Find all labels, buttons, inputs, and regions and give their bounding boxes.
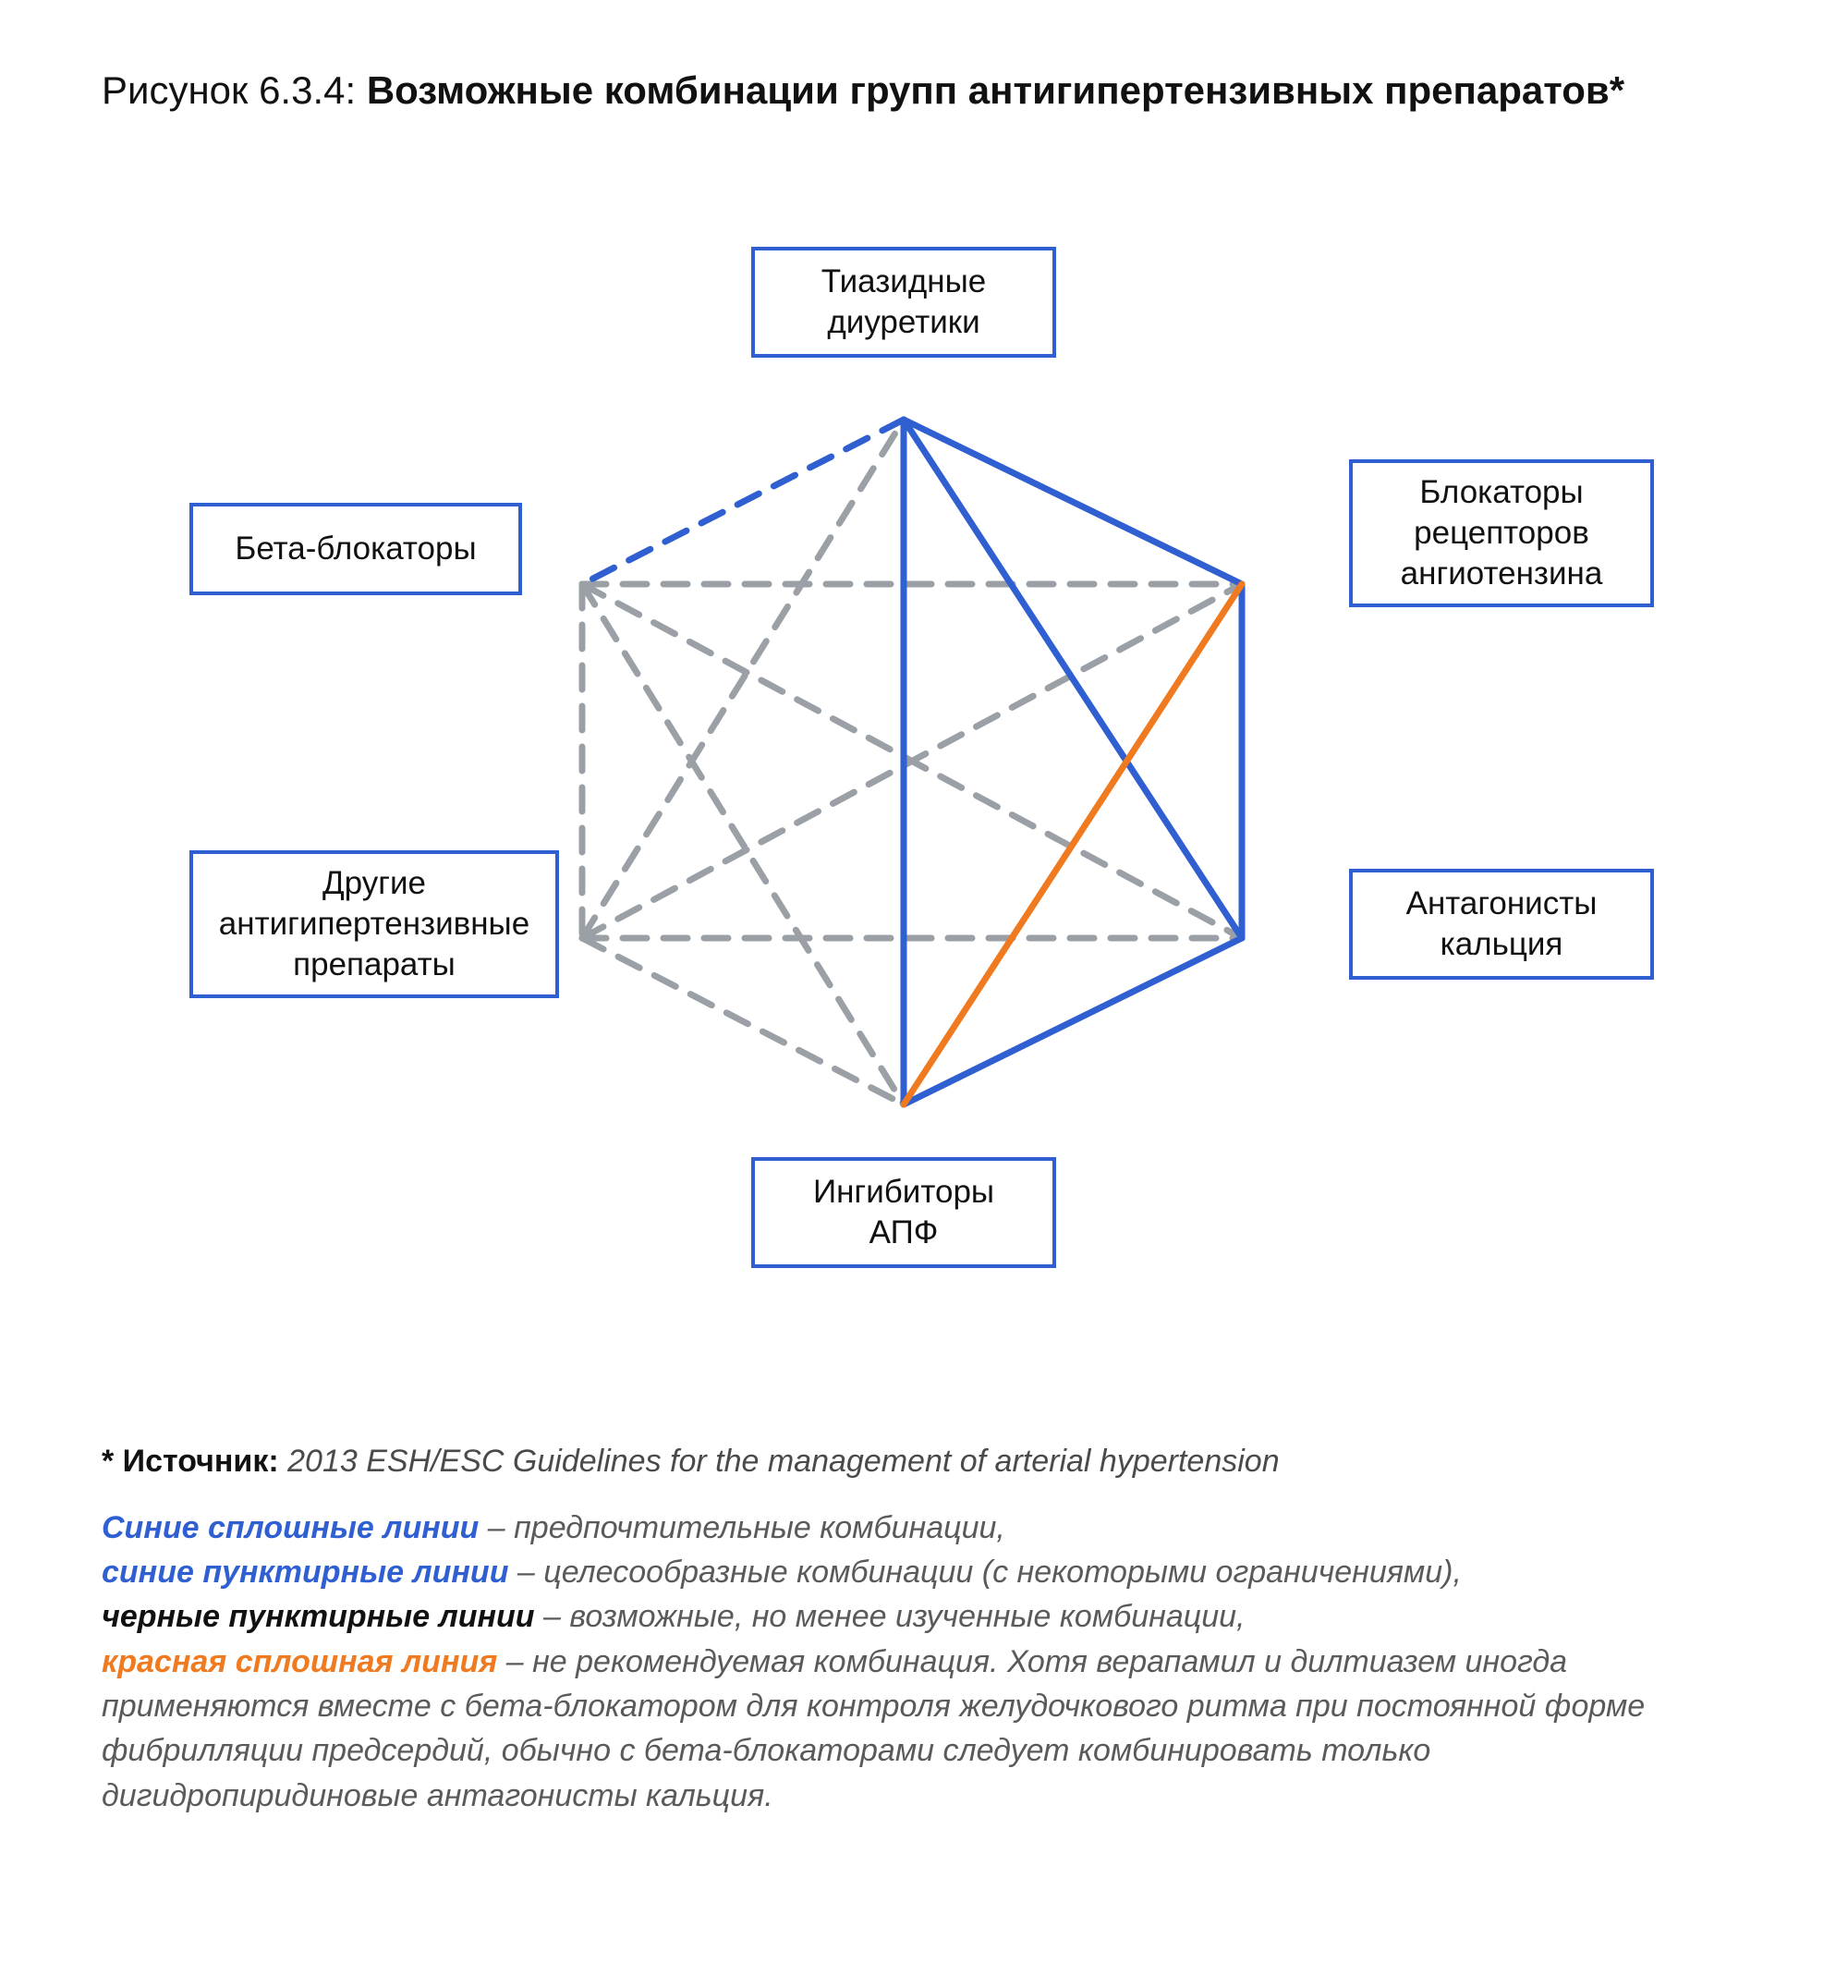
legend-lead: синие пунктирные линии xyxy=(102,1555,508,1590)
legend-lead: Синие сплошные линии xyxy=(102,1510,479,1545)
legend-block: Синие сплошные линии – предпочтительные … xyxy=(102,1506,1746,1818)
legend-rest: – предпочтительные комбинации, xyxy=(479,1510,1005,1545)
source-label: * Источник: xyxy=(102,1444,279,1479)
node-label: Бета-блокаторы xyxy=(235,529,476,569)
edge-bb-acei xyxy=(582,584,904,1104)
footnote: * Источник: 2013 ESH/ESC Guidelines for … xyxy=(102,1439,1746,1818)
node-ccb: Антагонистыкальция xyxy=(1349,869,1654,980)
edge-other-thiazide xyxy=(582,420,904,938)
node-acei: ИнгибиторыАПФ xyxy=(751,1157,1056,1268)
legend-rest: – целесообразные комбинации (с некоторым… xyxy=(508,1555,1461,1590)
edge-other-acei xyxy=(582,938,904,1104)
node-arb: Блокаторырецепторовангиотензина xyxy=(1349,459,1654,607)
node-label: Антагонистыкальция xyxy=(1406,884,1598,965)
figure-title-prefix: Рисунок 6.3.4: xyxy=(102,68,367,112)
node-label: ИнгибиторыАПФ xyxy=(813,1172,994,1253)
legend-rest: – возможные, но менее изученные комбинац… xyxy=(535,1599,1246,1634)
node-label: Блокаторырецепторовангиотензина xyxy=(1401,472,1603,593)
figure-title-main: Возможные комбинации групп антигипертенз… xyxy=(367,68,1624,112)
node-bb: Бета-блокаторы xyxy=(189,503,522,595)
legend-lead: красная сплошная линия xyxy=(102,1644,497,1679)
node-other: Другиеантигипертензивныепрепараты xyxy=(189,850,559,998)
edge-thiazide-ccb xyxy=(904,420,1242,938)
legend-lead: черные пунктирные линии xyxy=(102,1599,535,1634)
diagram-area: Тиазидныедиуретики Блокаторырецепторованг… xyxy=(102,154,1746,1365)
node-label: Тиазидныедиуретики xyxy=(821,262,986,343)
edge-thiazide-bb xyxy=(582,420,904,584)
page: Рисунок 6.3.4: Возможные комбинации груп… xyxy=(0,0,1848,1988)
node-thiazide: Тиазидныедиуретики xyxy=(751,247,1056,358)
node-label: Другиеантигипертензивныепрепараты xyxy=(219,863,529,984)
figure-title: Рисунок 6.3.4: Возможные комбинации груп… xyxy=(102,65,1746,117)
edge-acei-arb xyxy=(904,584,1242,1104)
source-text: 2013 ESH/ESC Guidelines for the manageme… xyxy=(287,1444,1280,1479)
